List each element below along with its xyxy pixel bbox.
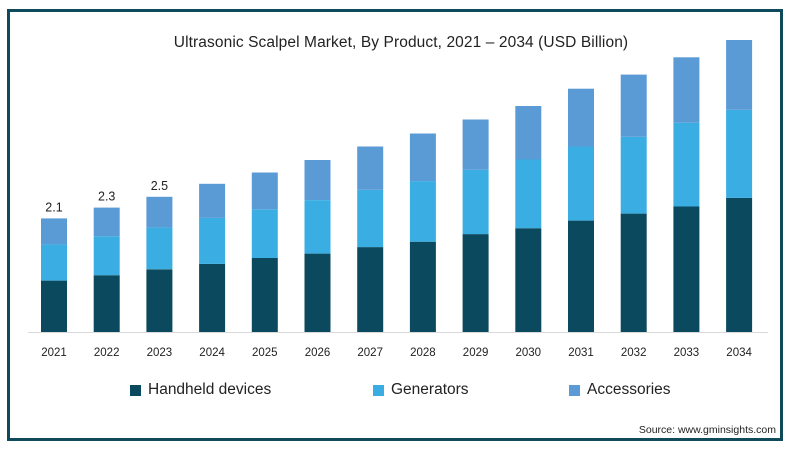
- x-tick-label-2029: 2029: [463, 347, 489, 359]
- bar-2029-generators: [462, 169, 489, 235]
- x-tick-label-2024: 2024: [199, 347, 225, 359]
- bar-2033-generators: [673, 122, 700, 207]
- x-tick-label-2027: 2027: [357, 347, 383, 359]
- legend-swatch-accessories: [569, 384, 580, 396]
- legend-item-handheld: Handheld devices: [130, 379, 271, 401]
- bar-2026-handheld-devices: [304, 253, 331, 332]
- legend-item-accessories: Accessories: [569, 379, 671, 401]
- x-tick-label-2025: 2025: [252, 347, 278, 359]
- x-tick-label-2031: 2031: [568, 347, 594, 359]
- chart-title: Ultrasonic Scalpel Market, By Product, 2…: [173, 34, 629, 51]
- legend-label-handheld: Handheld devices: [148, 381, 272, 398]
- bar-2032-generators: [620, 136, 647, 214]
- bar-2027-handheld-devices: [357, 247, 384, 332]
- legend-swatch-generators: [373, 384, 384, 396]
- legend-label-accessories: Accessories: [587, 381, 671, 398]
- bar-2027-generators: [357, 189, 384, 248]
- bar-2023-handheld-devices: [146, 269, 173, 332]
- bar-2028-generators: [409, 181, 436, 242]
- bar-2029-handheld-devices: [462, 234, 489, 332]
- bar-2024-generators: [199, 217, 226, 264]
- x-tick-label-2032: 2032: [621, 347, 647, 359]
- legend-item-generators: Generators: [373, 379, 469, 401]
- bar-2027-accessories: [357, 146, 384, 190]
- data-label-2022: 2.3: [98, 190, 115, 204]
- chart-frame: [7, 9, 783, 441]
- bar-2025-handheld-devices: [251, 257, 278, 332]
- source-note: Source: www.gminsights.com: [638, 424, 776, 436]
- legend-swatch-handheld: [130, 384, 141, 396]
- x-tick-label-2030: 2030: [516, 347, 542, 359]
- data-label-2021: 2.1: [45, 200, 62, 214]
- bar-2024-accessories: [199, 183, 226, 218]
- bar-2032-accessories: [620, 74, 647, 137]
- x-tick-label-2026: 2026: [305, 347, 331, 359]
- bar-2026-generators: [304, 200, 331, 254]
- bar-2034-accessories: [726, 40, 753, 110]
- x-tick-label-2023: 2023: [147, 347, 173, 359]
- bar-2034-generators: [726, 109, 753, 198]
- bar-2021-handheld-devices: [41, 280, 67, 332]
- x-tick-label-2033: 2033: [674, 347, 700, 359]
- legend-label-generators: Generators: [391, 381, 469, 398]
- bar-2030-accessories: [515, 106, 542, 160]
- bar-2030-handheld-devices: [515, 228, 542, 332]
- bar-2021-generators: [41, 244, 67, 281]
- x-tick-label-2028: 2028: [410, 347, 436, 359]
- x-tick-label-2034: 2034: [726, 347, 752, 359]
- bar-2021-accessories: [41, 218, 67, 245]
- bar-2033-accessories: [673, 57, 700, 123]
- bar-2022-generators: [93, 236, 120, 276]
- bar-2031-accessories: [568, 88, 594, 147]
- bar-2024-handheld-devices: [199, 263, 226, 332]
- x-tick-label-2022: 2022: [94, 347, 120, 359]
- bar-2028-handheld-devices: [409, 241, 436, 332]
- bar-2031-generators: [568, 146, 594, 221]
- bar-2030-generators: [515, 159, 542, 229]
- bar-2032-handheld-devices: [620, 213, 647, 332]
- x-tick-label-2021: 2021: [41, 347, 67, 359]
- bar-2029-accessories: [462, 119, 489, 170]
- bar-2023-generators: [146, 227, 173, 270]
- bar-2031-handheld-devices: [568, 220, 594, 332]
- bar-2033-handheld-devices: [673, 206, 700, 332]
- bar-2022-handheld-devices: [93, 275, 120, 332]
- data-label-2023: 2.5: [151, 179, 168, 193]
- bar-2034-handheld-devices: [726, 197, 753, 332]
- bar-2028-accessories: [409, 133, 436, 182]
- bar-2023-accessories: [146, 196, 173, 228]
- bar-2025-generators: [251, 209, 278, 258]
- bar-2026-accessories: [304, 160, 331, 200]
- bar-2025-accessories: [251, 172, 278, 210]
- bar-2022-accessories: [93, 207, 120, 237]
